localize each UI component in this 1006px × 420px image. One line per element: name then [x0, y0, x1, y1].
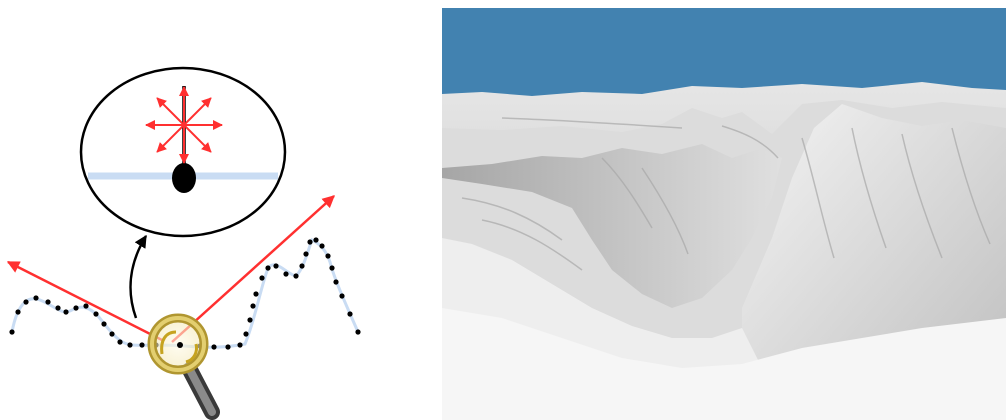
sample-point-dot-icon: [127, 342, 133, 348]
sample-point-dot-icon: [109, 331, 115, 337]
sample-point-dot-icon: [93, 311, 99, 317]
sample-point-dot-icon: [247, 317, 253, 323]
sample-point-dot-icon: [307, 239, 313, 245]
sampling-diagram: [6, 66, 361, 420]
sample-point-dot-icon: [243, 331, 249, 337]
sample-point-dot-icon: [265, 265, 271, 271]
ray-burst: [145, 86, 223, 164]
light-ray-arrow-icon: [183, 124, 212, 153]
sample-point-dot-icon: [63, 309, 69, 315]
terrain-render: [442, 8, 1006, 420]
sample-point-dot-icon: [33, 295, 39, 301]
light-ray-arrow-icon: [156, 124, 185, 153]
sample-point-dot-icon: [55, 305, 61, 311]
sample-point-dot-icon: [293, 273, 299, 279]
sample-points: [9, 237, 361, 350]
sample-point-dot-icon: [101, 321, 107, 327]
sample-point-dot-icon: [83, 303, 89, 309]
sample-point-dot-icon: [319, 243, 325, 249]
sample-point-dot-icon: [303, 251, 309, 257]
sample-point-dot-icon: [172, 163, 196, 193]
light-ray-left: [6, 260, 163, 342]
sample-point-dot-icon: [273, 263, 279, 269]
sample-point-dot-icon: [250, 303, 256, 309]
sample-point-dot-icon: [253, 291, 259, 297]
sample-point-dot-icon: [283, 271, 289, 277]
sample-point-dot-icon: [333, 279, 339, 285]
sample-point-dot-icon: [225, 344, 231, 350]
light-ray-arrow-icon: [183, 97, 212, 126]
sample-point-dot-icon: [237, 342, 243, 348]
sample-point-dot-icon: [355, 329, 361, 335]
sample-point-dot-icon: [9, 329, 15, 335]
sample-point-dot-icon: [23, 299, 29, 305]
sample-point-dot-icon: [139, 342, 145, 348]
light-ray-right: [171, 195, 335, 343]
zoom-detail-circle: [79, 66, 287, 238]
sample-point-dot-icon: [211, 344, 217, 350]
sample-point-dot-icon: [73, 305, 79, 311]
sample-point-dot-icon: [299, 263, 305, 269]
sample-point-dot-icon: [45, 299, 51, 305]
terrain-canyon-shadow: [442, 144, 782, 308]
sample-point-dot-icon: [339, 293, 345, 299]
sample-point-dot-icon: [259, 275, 265, 281]
sample-point-dot-icon: [117, 339, 123, 345]
magnifier-icon: [147, 313, 220, 420]
sample-point-dot-icon: [347, 311, 353, 317]
sample-point-dot-icon: [15, 309, 21, 315]
terrain-erosion-lines: [461, 117, 991, 271]
terrain-foreground: [442, 308, 1006, 420]
light-ray-arrow-icon: [156, 97, 185, 126]
sample-point-dot-icon: [325, 253, 331, 259]
sample-point-dot-icon: [329, 265, 335, 271]
zoom-arrow: [129, 234, 148, 319]
sample-point-dot-icon: [313, 237, 319, 243]
